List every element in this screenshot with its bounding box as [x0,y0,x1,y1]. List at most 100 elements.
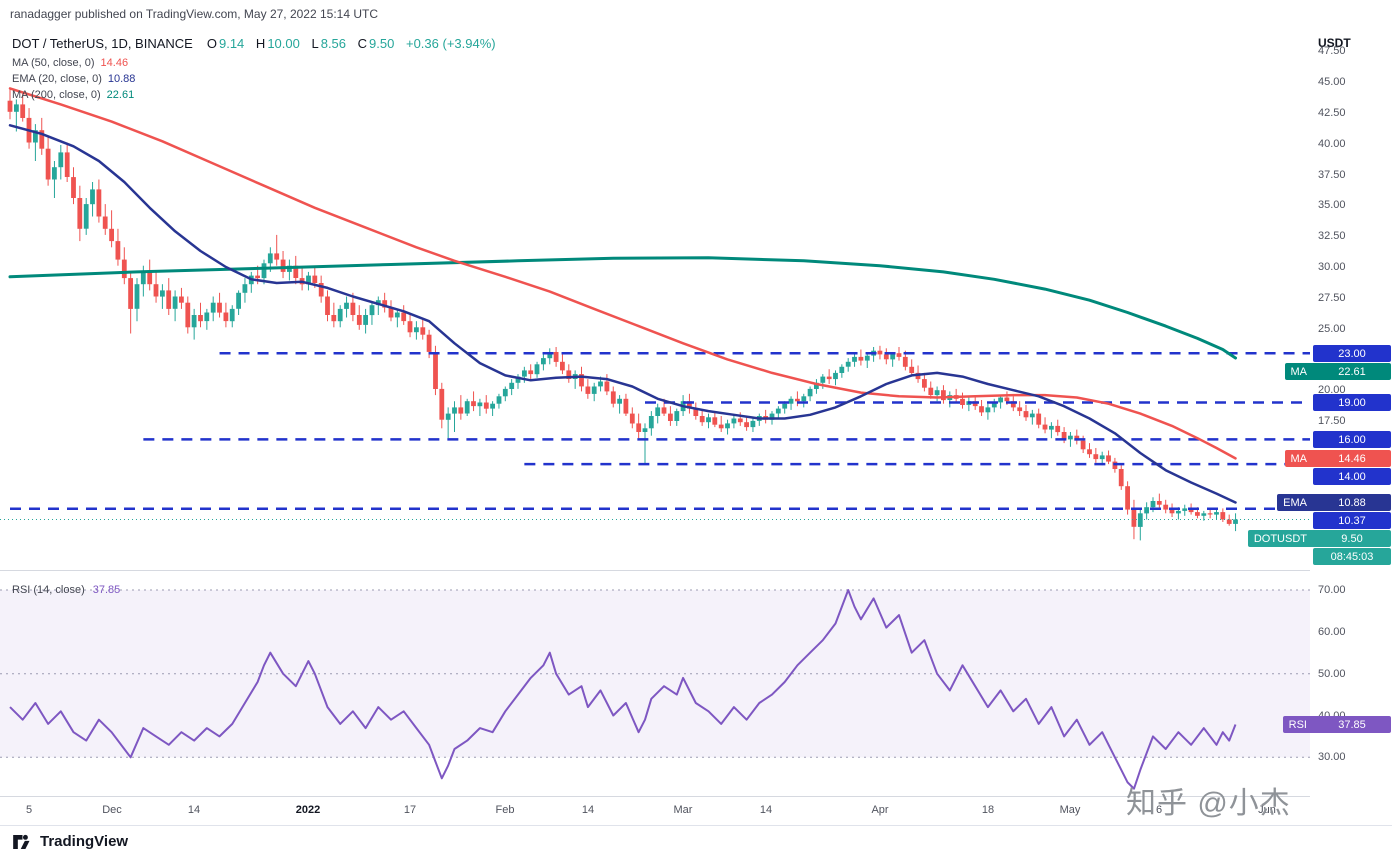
candle-body [985,407,991,413]
tradingview-logo-text: TradingView [40,833,129,850]
price-tick: 37.50 [1318,169,1346,181]
overlay-ma-50[interactable] [8,87,1237,460]
indicator-row-ema20[interactable]: EMA (20, close, 0) 10.88 [12,73,496,85]
candle-body [1137,513,1143,527]
rsi-chart[interactable] [0,572,1310,795]
candle-body [147,271,153,285]
price-tick: 32.50 [1318,230,1346,242]
candle-body [1087,449,1092,455]
candle-body [255,275,260,279]
candle-body [687,401,692,409]
symbol-title: DOT / TetherUS, 1D, BINANCE [12,36,193,51]
time-axis[interactable]: 5 Dec 14 2022 17 Feb 14 Mar 14 Apr 18 May 6 Jun [0,797,1310,825]
candle-body [617,398,622,404]
candle-body [414,327,419,333]
candle-body [1023,411,1029,418]
main-price-chart[interactable] [0,28,1310,570]
candle-body [1017,407,1023,412]
candle-body [883,354,889,360]
price-tick: 20.00 [1318,384,1346,396]
candle-body [7,100,13,112]
symbol-row[interactable]: DOT / TetherUS, 1D, BINANCE O 9.14 H 10.00… [12,36,496,51]
close-label: C [357,36,368,51]
watermark-text: 知乎 @小杰 [1126,787,1291,820]
candle-body [528,370,534,375]
candle-body [160,290,165,297]
candle-body [998,397,1003,403]
candle-body [788,398,794,404]
chart-region: DOT / TetherUS, 1D, BINANCE O 9.14 H 10.00… [0,28,1392,825]
candle-body [39,130,45,149]
candle-body [674,411,680,421]
candle-body [1226,519,1232,524]
candle-body [58,152,64,168]
candle-body [585,386,591,394]
candle-body [979,406,984,413]
candle-body [515,376,521,383]
candle-body [477,402,483,407]
candle-body [1118,469,1124,487]
candle-body [858,356,864,361]
overlay-ma-200[interactable] [8,256,1237,360]
rsi-tick: 70.00 [1318,584,1346,596]
rsi-line[interactable] [9,589,1237,790]
candle-body [191,315,197,328]
currency-label: USDT [1318,36,1351,50]
candle-body [458,407,464,414]
candle-body [96,189,102,217]
candle-body [464,401,470,414]
candle-body [610,391,616,404]
candle-body [1061,432,1067,440]
candle-body [1029,413,1035,418]
candle-body [1049,425,1054,430]
time-label: 2022 [295,804,321,816]
candle-body [496,396,502,404]
low-value: 8.56 [320,36,347,51]
price-tick: 30.00 [1318,261,1346,273]
candle-body [337,308,343,322]
published-text: ranadagger published on TradingView.com,… [10,7,379,21]
candle-body [1150,501,1156,508]
candle-body [909,366,915,373]
pane-separator[interactable] [0,570,1392,571]
candle-body [1233,519,1238,524]
candle-body [814,382,819,389]
indicator-row-ma200[interactable]: MA (200, close, 0) 22.61 [12,89,496,101]
candle-body [655,407,661,416]
time-label: Apr [871,804,889,816]
candle-body [153,284,159,297]
candle-body [737,418,743,423]
candle-body [280,259,286,272]
ma50-label: MA (50, close, 0) [12,57,95,69]
candle-body [293,265,299,278]
indicator-row-ma50[interactable]: MA (50, close, 0) 14.46 [12,57,496,69]
candle-body [121,259,127,279]
price-scale[interactable]: USDT 47.50 45.00 42.50 40.00 37.50 35.00 32.50… [1310,28,1392,825]
overlay-ema-20[interactable] [8,124,1237,504]
candle-body [623,398,629,414]
ema20-label: EMA (20, close, 0) [12,73,102,85]
candle-body [852,356,857,362]
candle-body [718,424,724,429]
candle-body [522,370,527,377]
candle-body [1207,513,1213,515]
tradingview-logo[interactable]: TradingView [12,833,128,851]
time-label: 14 [759,804,773,816]
open-label: O [206,36,217,51]
price-tick: 42.50 [1318,107,1346,119]
candle-body [306,275,311,285]
candle-body [439,388,445,420]
candle-body [452,407,457,414]
candle-body [1169,509,1175,514]
candle-body [566,370,572,379]
candle-body [350,302,356,315]
price-tick: 35.00 [1318,199,1346,211]
candle-body [236,292,241,309]
candle-body [1131,509,1137,527]
candle-body [782,403,788,409]
price-tick: 7.50 [1318,538,1340,550]
candle-body [223,312,229,322]
candle-body [20,104,26,118]
rsi-legend-row[interactable]: RSI (14, close) 37.85 [12,584,120,596]
time-label: 17 [403,804,417,816]
